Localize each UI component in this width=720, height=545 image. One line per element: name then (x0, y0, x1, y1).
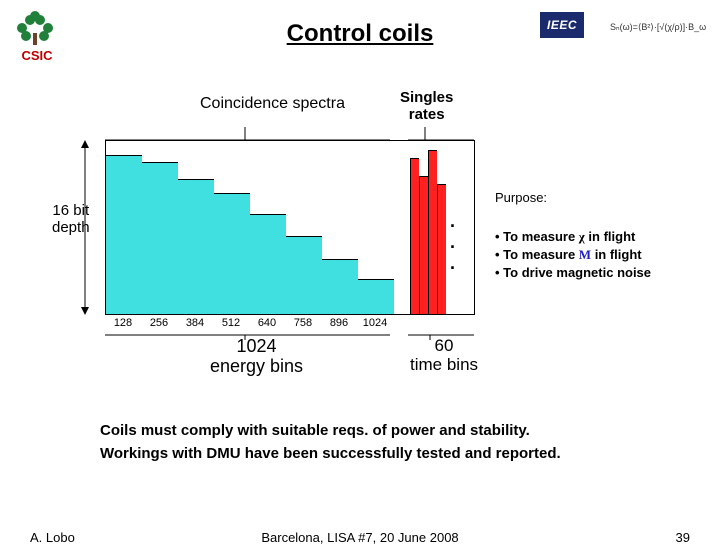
singles-rates-label: Singlesrates (400, 90, 453, 123)
singles-bar (428, 150, 437, 314)
coincidence-bar (178, 179, 214, 314)
slide-title: Control coils (287, 20, 434, 48)
chart-top-labels: Coincidence spectra Singlesrates (70, 85, 490, 140)
purpose-item: To measure M in flight (495, 247, 651, 263)
footer-venue: Barcelona, LISA #7, 20 June 2008 (261, 530, 458, 545)
csic-logo: CSIC (12, 8, 62, 63)
purpose-list: To measure χ in flight To measure M in fl… (495, 229, 651, 280)
ieec-label: IEEC (540, 12, 584, 38)
ellipsis-icon: . . . (450, 211, 474, 274)
time-bins-label: 60time bins (410, 337, 478, 374)
energy-bins-label: 1024energy bins (210, 337, 303, 377)
conclusion-line-1: Coils must comply with suitable reqs. of… (100, 420, 561, 443)
singles-bar (437, 184, 446, 314)
chart-box: . . . (105, 140, 475, 315)
conclusion-line-2: Workings with DMU have been successfully… (100, 443, 561, 466)
coincidence-bar (286, 236, 322, 314)
singles-bar (419, 176, 428, 314)
ieec-logo: IEEC (540, 12, 600, 38)
csic-tree-icon (12, 8, 58, 46)
csic-label: CSIC (12, 48, 62, 63)
purpose-item: To drive magnetic noise (495, 265, 651, 280)
singles-bar (410, 158, 419, 314)
conclusion-text: Coils must comply with suitable reqs. of… (100, 420, 561, 465)
footer-author: A. Lobo (30, 530, 75, 545)
coincidence-bars (106, 141, 394, 314)
coincidence-bar (142, 162, 178, 314)
coincidence-bar (214, 193, 250, 314)
purpose-item: To measure χ in flight (495, 229, 651, 245)
footer-page-number: 39 (676, 530, 690, 545)
formula-icon: Sₙ(ω)=⟨B²⟩·[√(χ/ρ)]·B_ω (610, 18, 710, 40)
diagram: Coincidence spectra Singlesrates 16 bitd… (70, 85, 490, 395)
purpose-section: Purpose: To measure χ in flightTo measur… (495, 190, 651, 282)
coincidence-bar (250, 214, 286, 314)
purpose-title: Purpose: (495, 190, 651, 205)
coincidence-bar (358, 279, 394, 314)
depth-label: 16 bitdepth (52, 203, 90, 236)
coincidence-spectra-label: Coincidence spectra (200, 95, 345, 113)
singles-bars (410, 141, 446, 314)
svg-text:Sₙ(ω)=⟨B²⟩·[√(χ/ρ)]·B_ω: Sₙ(ω)=⟨B²⟩·[√(χ/ρ)]·B_ω (610, 22, 706, 32)
coincidence-bar (322, 259, 358, 314)
coincidence-bar (106, 155, 142, 314)
slide-header: CSIC Control coils IEEC Sₙ(ω)=⟨B²⟩·[√(χ/… (0, 0, 720, 70)
